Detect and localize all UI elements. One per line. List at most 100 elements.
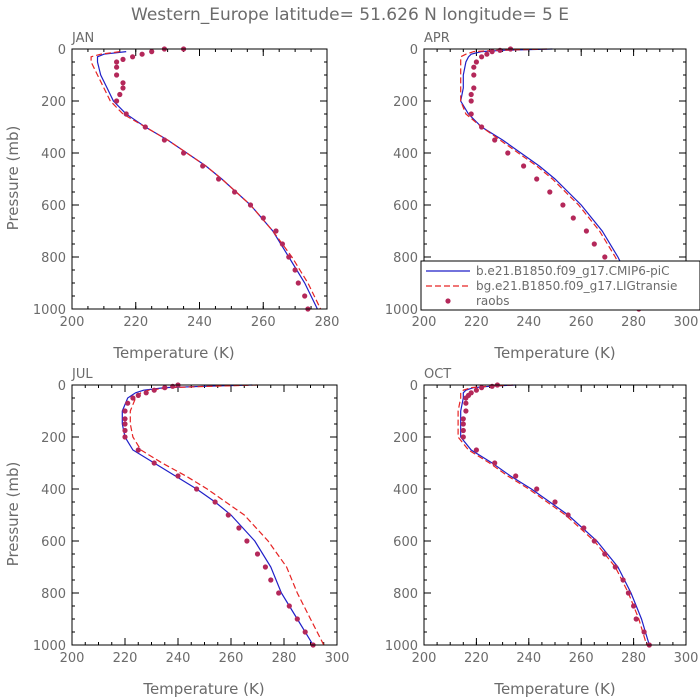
raobs-point	[534, 176, 540, 182]
raobs-point	[122, 421, 128, 427]
x-tick-label: 280	[272, 651, 297, 666]
x-tick-label: 200	[60, 651, 85, 666]
raobs-point	[468, 111, 474, 117]
raobs-point	[286, 603, 292, 609]
raobs-point	[262, 564, 268, 570]
series-lig-transient-line	[460, 48, 640, 310]
series-cmip6-pic-line	[121, 384, 314, 646]
raobs-point	[471, 64, 477, 70]
raobs-point	[273, 228, 279, 234]
y-tick-label: 200	[393, 431, 418, 446]
raobs-point	[139, 51, 145, 57]
series-cmip6-pic-line	[460, 384, 650, 646]
x-tick-label: 220	[123, 315, 148, 330]
x-tick-label: 220	[464, 315, 489, 330]
y-tick-label: 0	[410, 43, 418, 58]
raobs-point	[552, 499, 558, 505]
raobs-point	[247, 202, 254, 208]
raobs-point	[236, 525, 242, 531]
raobs-point	[620, 577, 626, 583]
x-tick-label: 280	[621, 315, 646, 330]
raobs-point	[302, 293, 308, 299]
raobs-point	[612, 564, 618, 570]
raobs-point	[292, 267, 298, 273]
raobs-point	[489, 383, 495, 389]
x-axis-label: Temperature (K)	[112, 344, 234, 362]
raobs-point	[505, 150, 511, 156]
x-axis-label: Temperature (K)	[493, 680, 615, 698]
x-tick-label: 200	[60, 315, 85, 330]
series-cmip6-pic-line	[96, 51, 318, 310]
raobs-point	[460, 427, 466, 434]
x-tick-label: 260	[251, 315, 276, 330]
raobs-point	[460, 416, 466, 422]
raobs-point	[471, 72, 477, 78]
series-lig-transient-line	[457, 384, 648, 646]
y-tick-label: 200	[393, 95, 418, 110]
raobs-point	[232, 189, 238, 195]
raobs-point	[151, 387, 157, 393]
y-tick-label: 0	[58, 379, 66, 394]
raobs-point	[122, 408, 128, 414]
x-tick-label: 260	[219, 651, 244, 666]
x-tick-label: 200	[412, 315, 437, 330]
y-tick-label: 200	[41, 95, 66, 110]
raobs-point	[130, 395, 136, 401]
raobs-point	[560, 202, 566, 208]
raobs-point	[161, 137, 167, 143]
x-tick-label: 200	[412, 651, 437, 666]
raobs-point	[631, 603, 637, 609]
raobs-point	[254, 551, 261, 557]
y-tick-label: 600	[393, 199, 418, 214]
raobs-point	[521, 163, 527, 169]
raobs-point	[212, 499, 218, 505]
legend-label-model1: b.e21.B1850.f09_g17.CMIP6-piC	[476, 264, 669, 278]
panel-label: APR	[424, 31, 450, 46]
raobs-point	[581, 525, 587, 531]
raobs-point	[114, 64, 120, 70]
y-tick-label: 600	[41, 199, 66, 214]
raobs-point	[473, 387, 479, 393]
raobs-point	[151, 460, 157, 466]
x-tick-label: 300	[325, 651, 350, 666]
raobs-point	[463, 395, 469, 401]
raobs-point	[142, 124, 148, 130]
y-axis-label: Pressure (mb)	[4, 126, 22, 231]
raobs-point	[181, 150, 187, 156]
x-tick-label: 240	[516, 315, 541, 330]
x-tick-label: 280	[621, 651, 646, 666]
x-tick-label: 260	[569, 315, 594, 330]
y-tick-label: 400	[393, 483, 418, 498]
raobs-point	[286, 254, 292, 260]
raobs-point	[260, 215, 266, 221]
raobs-point	[479, 54, 485, 60]
y-tick-label: 1000	[33, 303, 66, 318]
plot-frame	[71, 384, 338, 646]
legend-label-raobs: raobs	[476, 294, 510, 308]
figure-title: Western_Europe latitude= 51.626 N longit…	[131, 5, 569, 25]
raobs-point	[497, 47, 503, 53]
y-tick-label: 800	[41, 251, 66, 266]
series-cmip6-pic-line	[460, 48, 643, 310]
raobs-point	[492, 460, 498, 466]
y-tick-label: 0	[58, 43, 66, 58]
raobs-point	[484, 51, 490, 57]
raobs-point	[547, 189, 553, 195]
x-tick-label: 300	[674, 315, 699, 330]
raobs-point	[135, 447, 141, 453]
raobs-point	[149, 49, 155, 55]
y-tick-label: 200	[41, 431, 66, 446]
raobs-point	[460, 434, 466, 440]
raobs-point	[135, 392, 141, 398]
x-tick-label: 240	[166, 651, 191, 666]
raobs-point	[114, 59, 120, 65]
raobs-point	[162, 385, 168, 391]
raobs-point	[122, 434, 128, 440]
y-tick-label: 400	[41, 483, 66, 498]
raobs-point	[200, 163, 206, 169]
raobs-point	[565, 512, 571, 518]
raobs-point	[489, 49, 495, 55]
raobs-point	[114, 72, 120, 78]
